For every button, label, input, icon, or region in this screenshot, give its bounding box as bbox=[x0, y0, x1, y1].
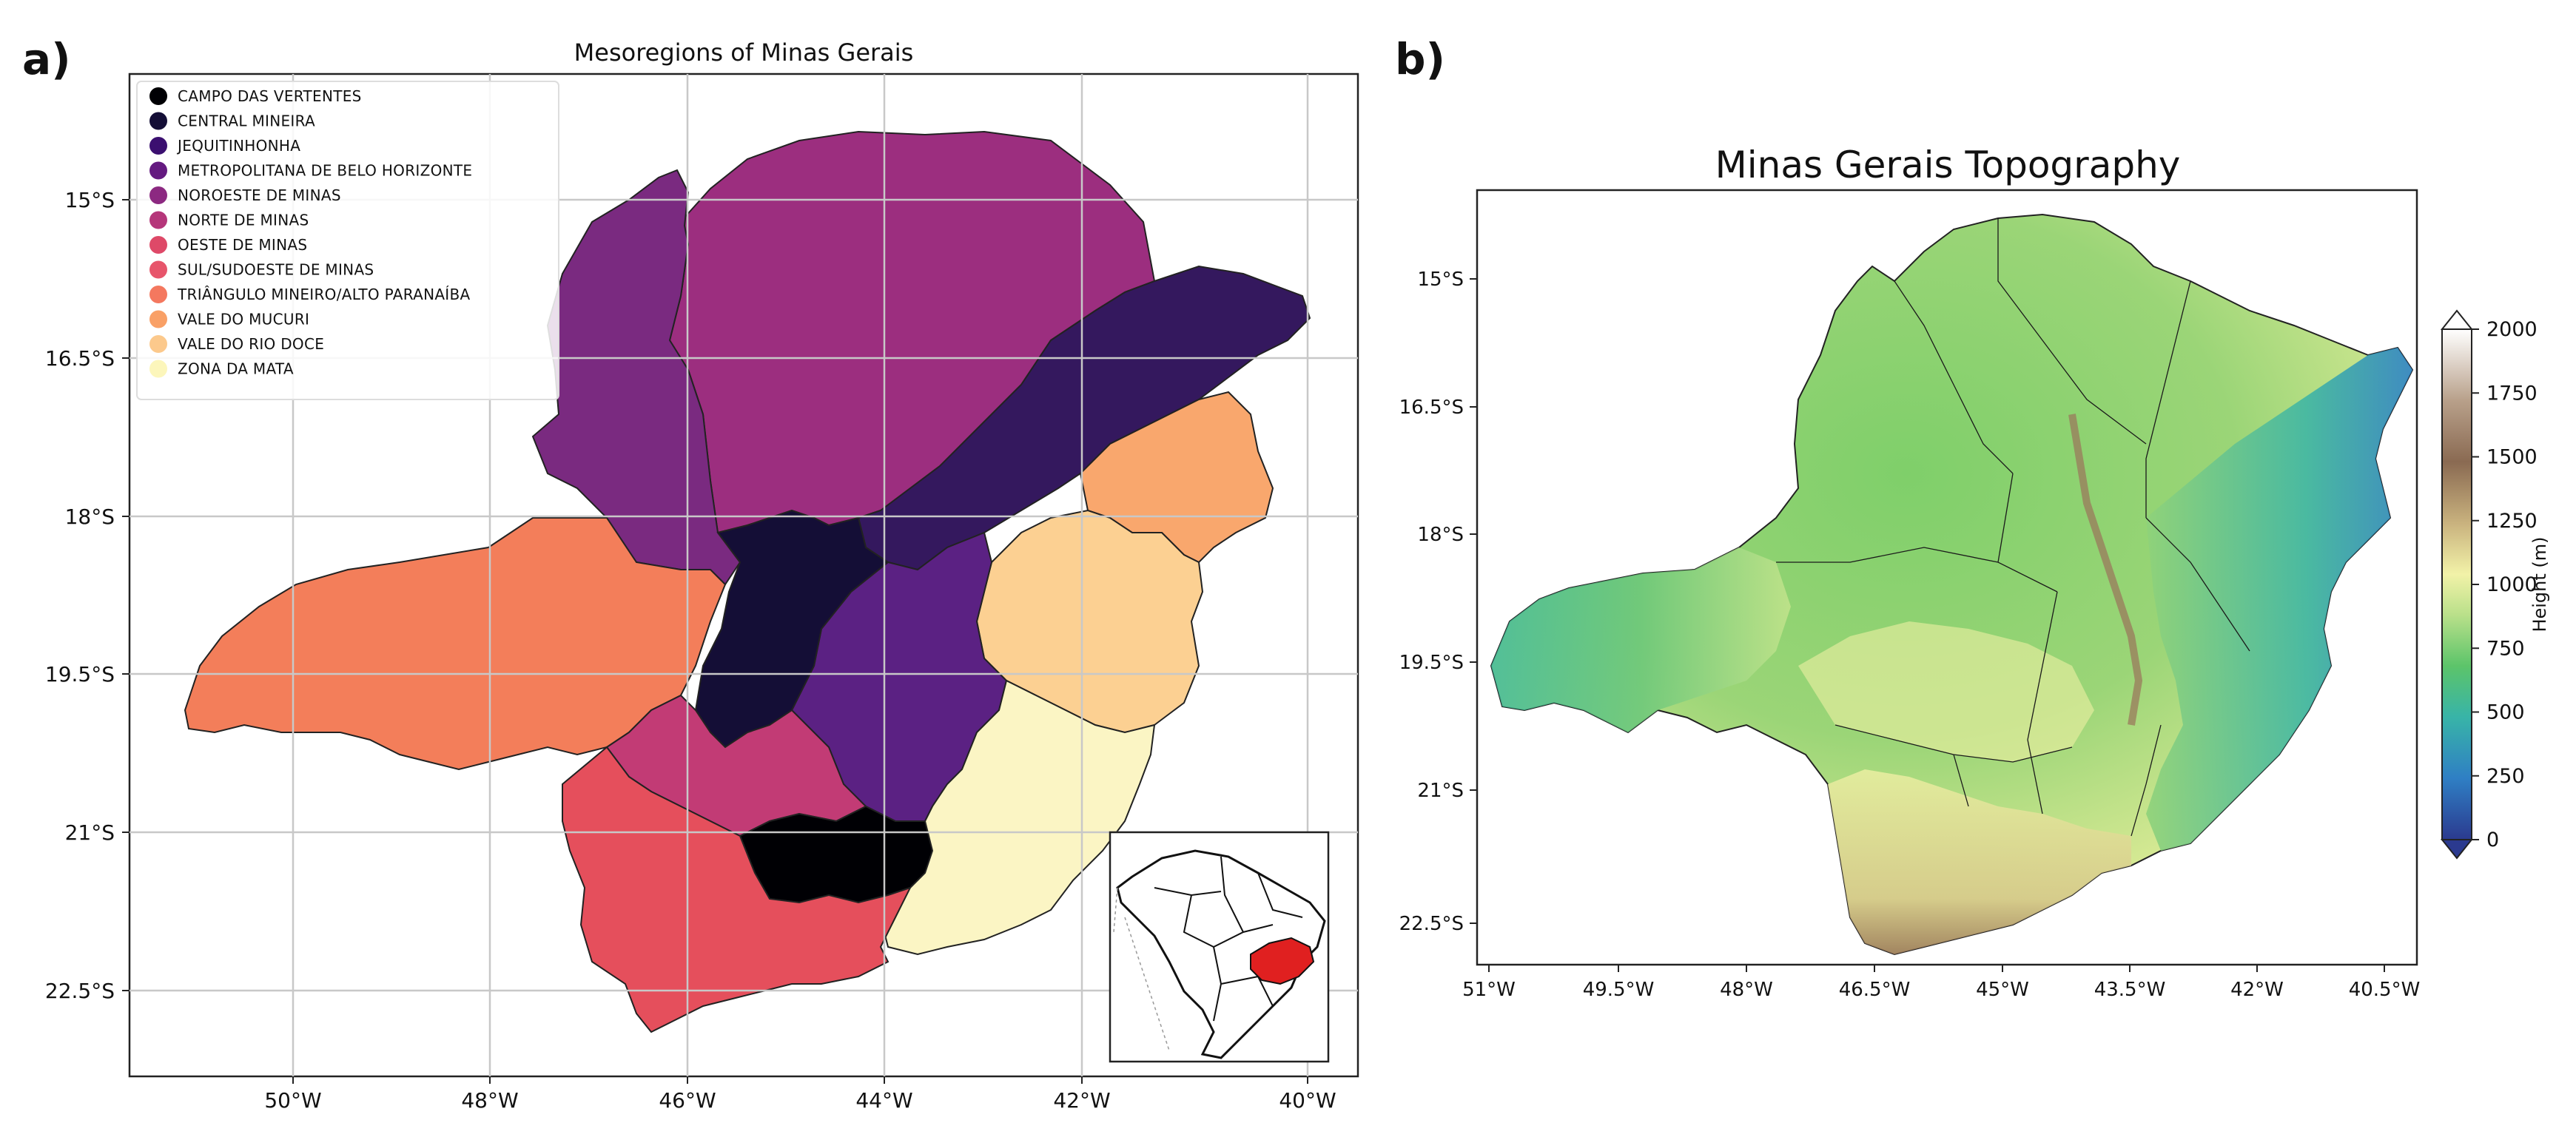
lat-tick-label: 15°S bbox=[1417, 269, 1464, 291]
colorbar-tick-label: 1500 bbox=[2486, 446, 2538, 469]
colorbar-tick-label: 1750 bbox=[2486, 382, 2538, 405]
legend-box bbox=[136, 81, 559, 400]
brazil-states bbox=[1154, 856, 1303, 1022]
panel-b-title: Minas Gerais Topography bbox=[1715, 144, 2181, 186]
legend-label: ZONA DA MATA bbox=[178, 360, 294, 378]
colorbar-label: Height (m) bbox=[2529, 536, 2550, 632]
lon-tick-label: 49.5°W bbox=[1583, 979, 1655, 1001]
lon-tick-label: 43.5°W bbox=[2094, 979, 2166, 1001]
panel-a-map: CAMPO DAS VERTENTES CENTRAL MINEIRA JEQUIT… bbox=[130, 74, 1358, 1076]
lat-tick-label: 18°S bbox=[65, 505, 115, 529]
lat-tick-label: 18°S bbox=[1417, 524, 1464, 546]
legend-marker bbox=[149, 335, 167, 353]
region-campo-das-vertentes bbox=[739, 805, 934, 904]
legend-marker bbox=[149, 137, 167, 155]
colorbar-tick-label: 1250 bbox=[2486, 510, 2538, 533]
lon-tick-label: 51°W bbox=[1462, 979, 1516, 1001]
panel-a-latitude-ticks: 15°S 16.5°S 18°S 19.5°S 21°S 22.5°S bbox=[45, 188, 130, 1003]
region-zona-da-mata bbox=[879, 679, 1156, 956]
legend-marker bbox=[149, 310, 167, 328]
colorbar-tick-label: 1000 bbox=[2486, 573, 2538, 596]
topo-east-lowland bbox=[2146, 348, 2412, 851]
legend-marker bbox=[149, 360, 167, 378]
lat-tick-label: 21°S bbox=[1417, 780, 1464, 802]
legend-marker bbox=[149, 87, 167, 105]
colorbar-bar bbox=[2441, 328, 2472, 840]
legend-label: SUL/SUDOESTE DE MINAS bbox=[178, 261, 374, 279]
colorbar-tick-label: 500 bbox=[2486, 701, 2525, 724]
lat-tick-label: 16.5°S bbox=[45, 346, 115, 371]
legend-marker bbox=[149, 161, 167, 180]
legend-label: NORTE DE MINAS bbox=[178, 212, 309, 229]
colorbar-tick-label: 2000 bbox=[2486, 318, 2538, 341]
legend-label: VALE DO RIO DOCE bbox=[178, 335, 324, 353]
legend-label: OESTE DE MINAS bbox=[178, 236, 307, 254]
lon-tick-label: 42°W bbox=[2230, 979, 2284, 1001]
colorbar: 0 250 500 750 1000 1250 1500 1750 2000 Height (m… bbox=[2440, 309, 2550, 860]
legend-label: TRIÂNGULO MINEIRO/ALTO PARANAÍBA bbox=[177, 286, 471, 303]
colorbar-tick-label: 0 bbox=[2486, 829, 2499, 851]
lat-tick-label: 21°S bbox=[65, 820, 115, 845]
lon-tick-label: 40°W bbox=[1279, 1088, 1336, 1113]
topo-south-highlands bbox=[1828, 769, 2131, 954]
legend-label: NOROESTE DE MINAS bbox=[178, 186, 341, 204]
legend-marker bbox=[149, 112, 167, 130]
panel-b-latitude-ticks: 15°S 16.5°S 18°S 19.5°S 21°S 22.5°S bbox=[1399, 269, 1477, 935]
legend-marker bbox=[149, 260, 167, 279]
lon-tick-label: 50°W bbox=[264, 1088, 321, 1113]
panel-b-letter: b) bbox=[1395, 34, 1445, 84]
country-borders-dashed bbox=[1113, 887, 1170, 1051]
lon-tick-label: 46.5°W bbox=[1839, 979, 1911, 1001]
panel-b-longitude-ticks: 51°W 49.5°W 48°W 46.5°W 45°W 43.5°W 42°W 40.5°W bbox=[1462, 965, 2420, 1001]
lon-tick-label: 48°W bbox=[1720, 979, 1773, 1001]
colorbar-ticks: 0 250 500 750 1000 1250 1500 1750 2000 bbox=[2472, 318, 2538, 851]
lat-tick-label: 19.5°S bbox=[1399, 652, 1464, 674]
lon-tick-label: 45°W bbox=[1976, 979, 2029, 1001]
panel-b: b) Minas Gerais Topography 15°S 16.5°S 18°… bbox=[1395, 34, 2550, 1001]
colorbar-tick-label: 750 bbox=[2486, 637, 2525, 660]
panel-b-map bbox=[1490, 213, 2414, 956]
colorbar-extend-bottom bbox=[2440, 839, 2474, 860]
panel-a-longitude-ticks: 50°W 48°W 46°W 44°W 42°W 40°W bbox=[264, 1076, 1336, 1113]
legend-marker bbox=[149, 286, 167, 303]
colorbar-tick-label: 250 bbox=[2486, 765, 2525, 788]
lat-tick-label: 16.5°S bbox=[1399, 397, 1464, 419]
region-central-mineira bbox=[694, 509, 890, 749]
region-sul-sudoeste bbox=[562, 746, 912, 1033]
lat-tick-label: 19.5°S bbox=[45, 662, 115, 687]
lon-tick-label: 40.5°W bbox=[2349, 979, 2421, 1001]
legend-label: VALE DO MUCURI bbox=[178, 311, 309, 328]
legend-marker bbox=[149, 211, 167, 229]
topo-central-plateau bbox=[1798, 621, 2094, 762]
minas-gerais-highlight bbox=[1250, 937, 1315, 985]
panel-a-title: Mesoregions of Minas Gerais bbox=[574, 38, 914, 67]
panel-a-letter: a) bbox=[22, 34, 71, 84]
lon-tick-label: 46°W bbox=[659, 1088, 716, 1113]
colorbar-extend-top bbox=[2440, 309, 2474, 330]
lat-tick-label: 15°S bbox=[65, 188, 115, 212]
lon-tick-label: 48°W bbox=[461, 1088, 518, 1113]
legend-label: METROPOLITANA DE BELO HORIZONTE bbox=[178, 162, 472, 180]
inset-brazil-map bbox=[1109, 831, 1330, 1063]
legend-marker bbox=[149, 236, 167, 254]
legend-label: JEQUITINHONHA bbox=[176, 137, 300, 155]
lon-tick-label: 44°W bbox=[855, 1088, 912, 1113]
legend-label: CENTRAL MINEIRA bbox=[178, 112, 315, 130]
lon-tick-label: 42°W bbox=[1053, 1088, 1110, 1113]
panel-a-legend: CAMPO DAS VERTENTES CENTRAL MINEIRA JEQUIT… bbox=[136, 81, 559, 400]
lat-tick-label: 22.5°S bbox=[45, 979, 115, 1003]
lat-tick-label: 22.5°S bbox=[1399, 913, 1464, 935]
topo-mountain-ridge bbox=[2068, 414, 2143, 726]
topo-mesoregion-boundaries bbox=[1776, 218, 2250, 837]
legend-marker bbox=[149, 186, 167, 204]
topo-west-lowland bbox=[1491, 547, 1791, 732]
legend-label: CAMPO DAS VERTENTES bbox=[178, 87, 362, 105]
panel-a: a) Mesoregions of Minas Gerais bbox=[22, 34, 1359, 1113]
